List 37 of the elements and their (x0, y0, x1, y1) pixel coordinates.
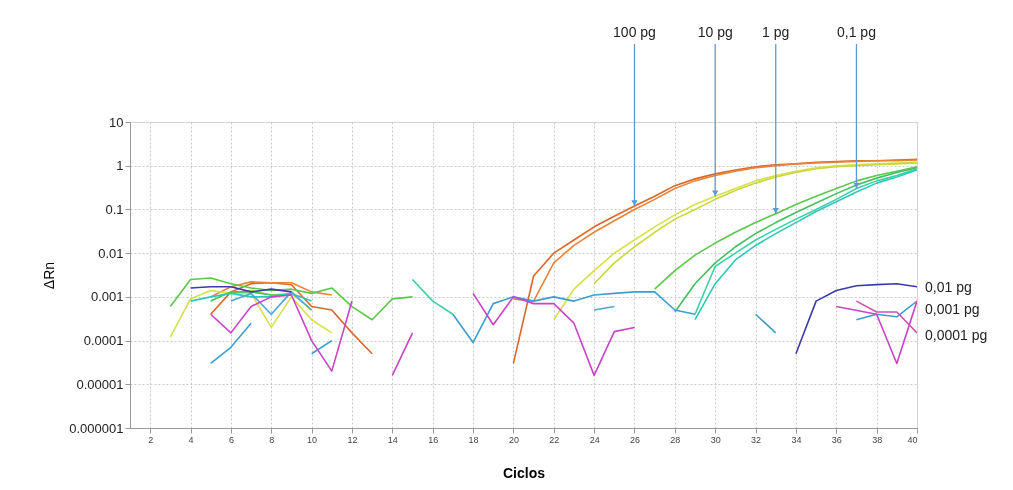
x-tick-label: 38 (872, 434, 883, 445)
y-tick-label: 10 (109, 114, 124, 130)
y-tick-label: 0.1 (105, 201, 124, 217)
y-tick-label: 0.000001 (69, 420, 124, 436)
x-tick-label: 20 (508, 434, 519, 445)
x-axis-title: Ciclos (502, 464, 546, 481)
annotation: 0,0001 pg (925, 326, 988, 343)
x-tick-label: 30 (710, 434, 721, 445)
x-tick-label: 28 (670, 434, 681, 445)
y-tick-label: 0.0001 (83, 333, 124, 349)
x-tick-label: 18 (468, 434, 479, 445)
x-tick-label: 12 (347, 434, 358, 445)
x-tick-label: 24 (589, 434, 600, 445)
x-tick-label: 10 (307, 434, 318, 445)
annotation: 100 pg (613, 24, 656, 40)
x-tick-label: 36 (831, 434, 842, 445)
annotation: 10 pg (697, 24, 733, 40)
x-tick-label: 6 (228, 434, 234, 445)
x-tick-label: 40 (907, 434, 918, 445)
y-tick-label: 1 (116, 158, 124, 174)
annotation: 1 pg (762, 24, 790, 40)
x-tick-label: 34 (791, 434, 802, 445)
annotation: 0,01 pg (925, 278, 972, 295)
y-axis-title: ΔRn (41, 261, 58, 290)
x-tick-label: 26 (629, 434, 640, 445)
x-tick-label: 16 (428, 434, 439, 445)
x-tick-label: 14 (387, 434, 398, 445)
x-tick-label: 2 (148, 434, 154, 445)
y-tick-label: 0.01 (98, 245, 124, 261)
annotation: 0,1 pg (836, 24, 876, 40)
x-tick-label: 8 (269, 434, 275, 445)
annotation: 0,001 pg (925, 301, 980, 318)
x-tick-label: 4 (188, 434, 194, 445)
y-tick-label: 0.00001 (76, 376, 124, 392)
x-tick-label: 22 (549, 434, 560, 445)
x-tick-label: 32 (751, 434, 762, 445)
y-tick-label: 0.001 (90, 289, 124, 305)
